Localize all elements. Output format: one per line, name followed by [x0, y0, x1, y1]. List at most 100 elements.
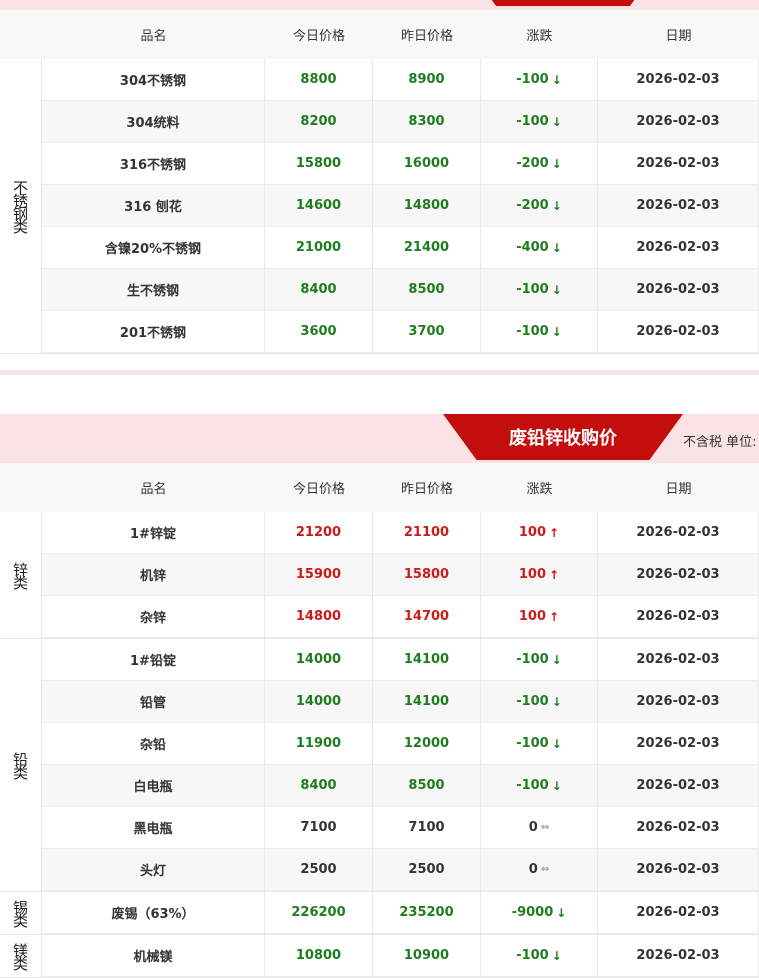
- table-row: 含镍20%不锈钢 21000 21400 -400 ↓ 2026-02-03: [42, 227, 759, 269]
- today-price: 7100: [265, 807, 373, 849]
- price-change: -100 ↓: [481, 101, 598, 143]
- price-change: 100 ↑: [481, 512, 598, 554]
- category-group: 锌类 1#锌锭 21200 21100 100 ↑ 2026-02-03 机锌 15900 158…: [0, 512, 759, 639]
- today-price: 226200: [265, 892, 373, 934]
- arrow-down-icon: ↓: [551, 156, 562, 171]
- date: 2026-02-03: [598, 765, 759, 807]
- today-price: 21200: [265, 512, 373, 554]
- change-value: 0: [528, 862, 538, 877]
- item-name: 杂铅: [42, 723, 265, 765]
- date: 2026-02-03: [598, 723, 759, 765]
- today-price: 21000: [265, 227, 373, 269]
- price-change: -9000 ↓: [481, 892, 598, 934]
- today-price: 8400: [265, 765, 373, 807]
- table-row: 机械镁 10800 10900 -100 ↓ 2026-02-03: [42, 935, 759, 977]
- category-label: 锡类: [0, 892, 42, 934]
- price-change: -200 ↓: [481, 185, 598, 227]
- header-name: 品名: [140, 482, 167, 497]
- today-price: 11900: [265, 723, 373, 765]
- item-name: 304统料: [42, 101, 265, 143]
- table-row: 铅管 14000 14100 -100 ↓ 2026-02-03: [42, 681, 759, 723]
- yesterday-price: 8500: [373, 765, 481, 807]
- today-price: 8200: [265, 101, 373, 143]
- item-name: 铅管: [42, 681, 265, 723]
- date: 2026-02-03: [598, 596, 759, 638]
- yesterday-price: 15800: [373, 554, 481, 596]
- today-price: 3600: [265, 311, 373, 353]
- category-group: 铅类 1#铅锭 14000 14100 -100 ↓ 2026-02-03 铅管 14000 14…: [0, 639, 759, 892]
- header-change: 涨跌: [526, 482, 553, 497]
- table-row: 杂铅 11900 12000 -100 ↓ 2026-02-03: [42, 723, 759, 765]
- category-rows: 1#锌锭 21200 21100 100 ↑ 2026-02-03 机锌 15900 15800…: [42, 512, 759, 638]
- yesterday-price: 12000: [373, 723, 481, 765]
- table1: 不锈钢类 304不锈钢 8800 8900 -100 ↓ 2026-02-03 304统料 82…: [0, 59, 759, 354]
- section2-title: 废铅锌收购价: [443, 414, 683, 460]
- category-rows: 1#铅锭 14000 14100 -100 ↓ 2026-02-03 铅管 14000 1410…: [42, 639, 759, 891]
- price-change: -100 ↓: [481, 311, 598, 353]
- change-value: 100: [518, 567, 547, 582]
- yesterday-price: 8300: [373, 101, 481, 143]
- today-price: 15800: [265, 143, 373, 185]
- yesterday-price: 8900: [373, 59, 481, 101]
- header-yesterday: 昨日价格: [400, 29, 453, 44]
- item-name: 含镍20%不锈钢: [42, 227, 265, 269]
- today-price: 2500: [265, 849, 373, 891]
- item-name: 黑电瓶: [42, 807, 265, 849]
- item-name: 生不锈钢: [42, 269, 265, 311]
- today-price: 14800: [265, 596, 373, 638]
- date: 2026-02-03: [598, 59, 759, 101]
- table1-header: 品名 今日价格 昨日价格 涨跌 日期: [0, 10, 759, 59]
- change-value: 100: [518, 525, 547, 540]
- arrow-down-icon: ↓: [551, 114, 562, 129]
- category-label: 镁类: [0, 935, 42, 977]
- header-today: 今日价格: [292, 482, 345, 497]
- price-change: -100 ↓: [481, 935, 598, 977]
- today-price: 14600: [265, 185, 373, 227]
- category-label: 不锈钢类: [0, 59, 42, 353]
- date: 2026-02-03: [598, 269, 759, 311]
- item-name: 316不锈钢: [42, 143, 265, 185]
- item-name: 机械镁: [42, 935, 265, 977]
- category-group: 镁类 机械镁 10800 10900 -100 ↓ 2026-02-03: [0, 935, 759, 978]
- price-change: -100 ↓: [481, 723, 598, 765]
- arrow-up-icon: ↑: [549, 525, 560, 540]
- table-row: 生不锈钢 8400 8500 -100 ↓ 2026-02-03: [42, 269, 759, 311]
- price-change: -100 ↓: [481, 765, 598, 807]
- category-group: 锡类 废锡（63%） 226200 235200 -9000 ↓ 2026-02-03: [0, 892, 759, 935]
- change-value: -100: [516, 694, 549, 709]
- price-change: 0 ⇔: [481, 807, 598, 849]
- price-change: -200 ↓: [481, 143, 598, 185]
- today-price: 8400: [265, 269, 373, 311]
- header-yesterday: 昨日价格: [400, 482, 453, 497]
- arrow-flat-icon: ⇔: [540, 864, 550, 875]
- change-value: -100: [516, 282, 549, 297]
- table-row: 304不锈钢 8800 8900 -100 ↓ 2026-02-03: [42, 59, 759, 101]
- change-value: -9000: [511, 905, 554, 920]
- date: 2026-02-03: [598, 681, 759, 723]
- yesterday-price: 7100: [373, 807, 481, 849]
- yesterday-price: 10900: [373, 935, 481, 977]
- price-change: -100 ↓: [481, 269, 598, 311]
- table-row: 白电瓶 8400 8500 -100 ↓ 2026-02-03: [42, 765, 759, 807]
- price-change: -400 ↓: [481, 227, 598, 269]
- date: 2026-02-03: [598, 639, 759, 681]
- header-change: 涨跌: [526, 29, 553, 44]
- date: 2026-02-03: [598, 935, 759, 977]
- section2-unit: 不含税 单位:: [683, 435, 757, 450]
- table-row: 316 刨花 14600 14800 -200 ↓ 2026-02-03: [42, 185, 759, 227]
- table-row: 304统料 8200 8300 -100 ↓ 2026-02-03: [42, 101, 759, 143]
- date: 2026-02-03: [598, 185, 759, 227]
- date: 2026-02-03: [598, 554, 759, 596]
- arrow-up-icon: ↑: [549, 567, 560, 582]
- date: 2026-02-03: [598, 311, 759, 353]
- date: 2026-02-03: [598, 892, 759, 934]
- arrow-down-icon: ↓: [556, 905, 567, 920]
- category-group: 不锈钢类 304不锈钢 8800 8900 -100 ↓ 2026-02-03 304统料 82…: [0, 59, 759, 354]
- change-value: -100: [516, 72, 549, 87]
- yesterday-price: 3700: [373, 311, 481, 353]
- price-change: -100 ↓: [481, 639, 598, 681]
- change-value: -200: [516, 198, 549, 213]
- section1-banner-band: [0, 0, 759, 10]
- date: 2026-02-03: [598, 227, 759, 269]
- arrow-down-icon: ↓: [551, 240, 562, 255]
